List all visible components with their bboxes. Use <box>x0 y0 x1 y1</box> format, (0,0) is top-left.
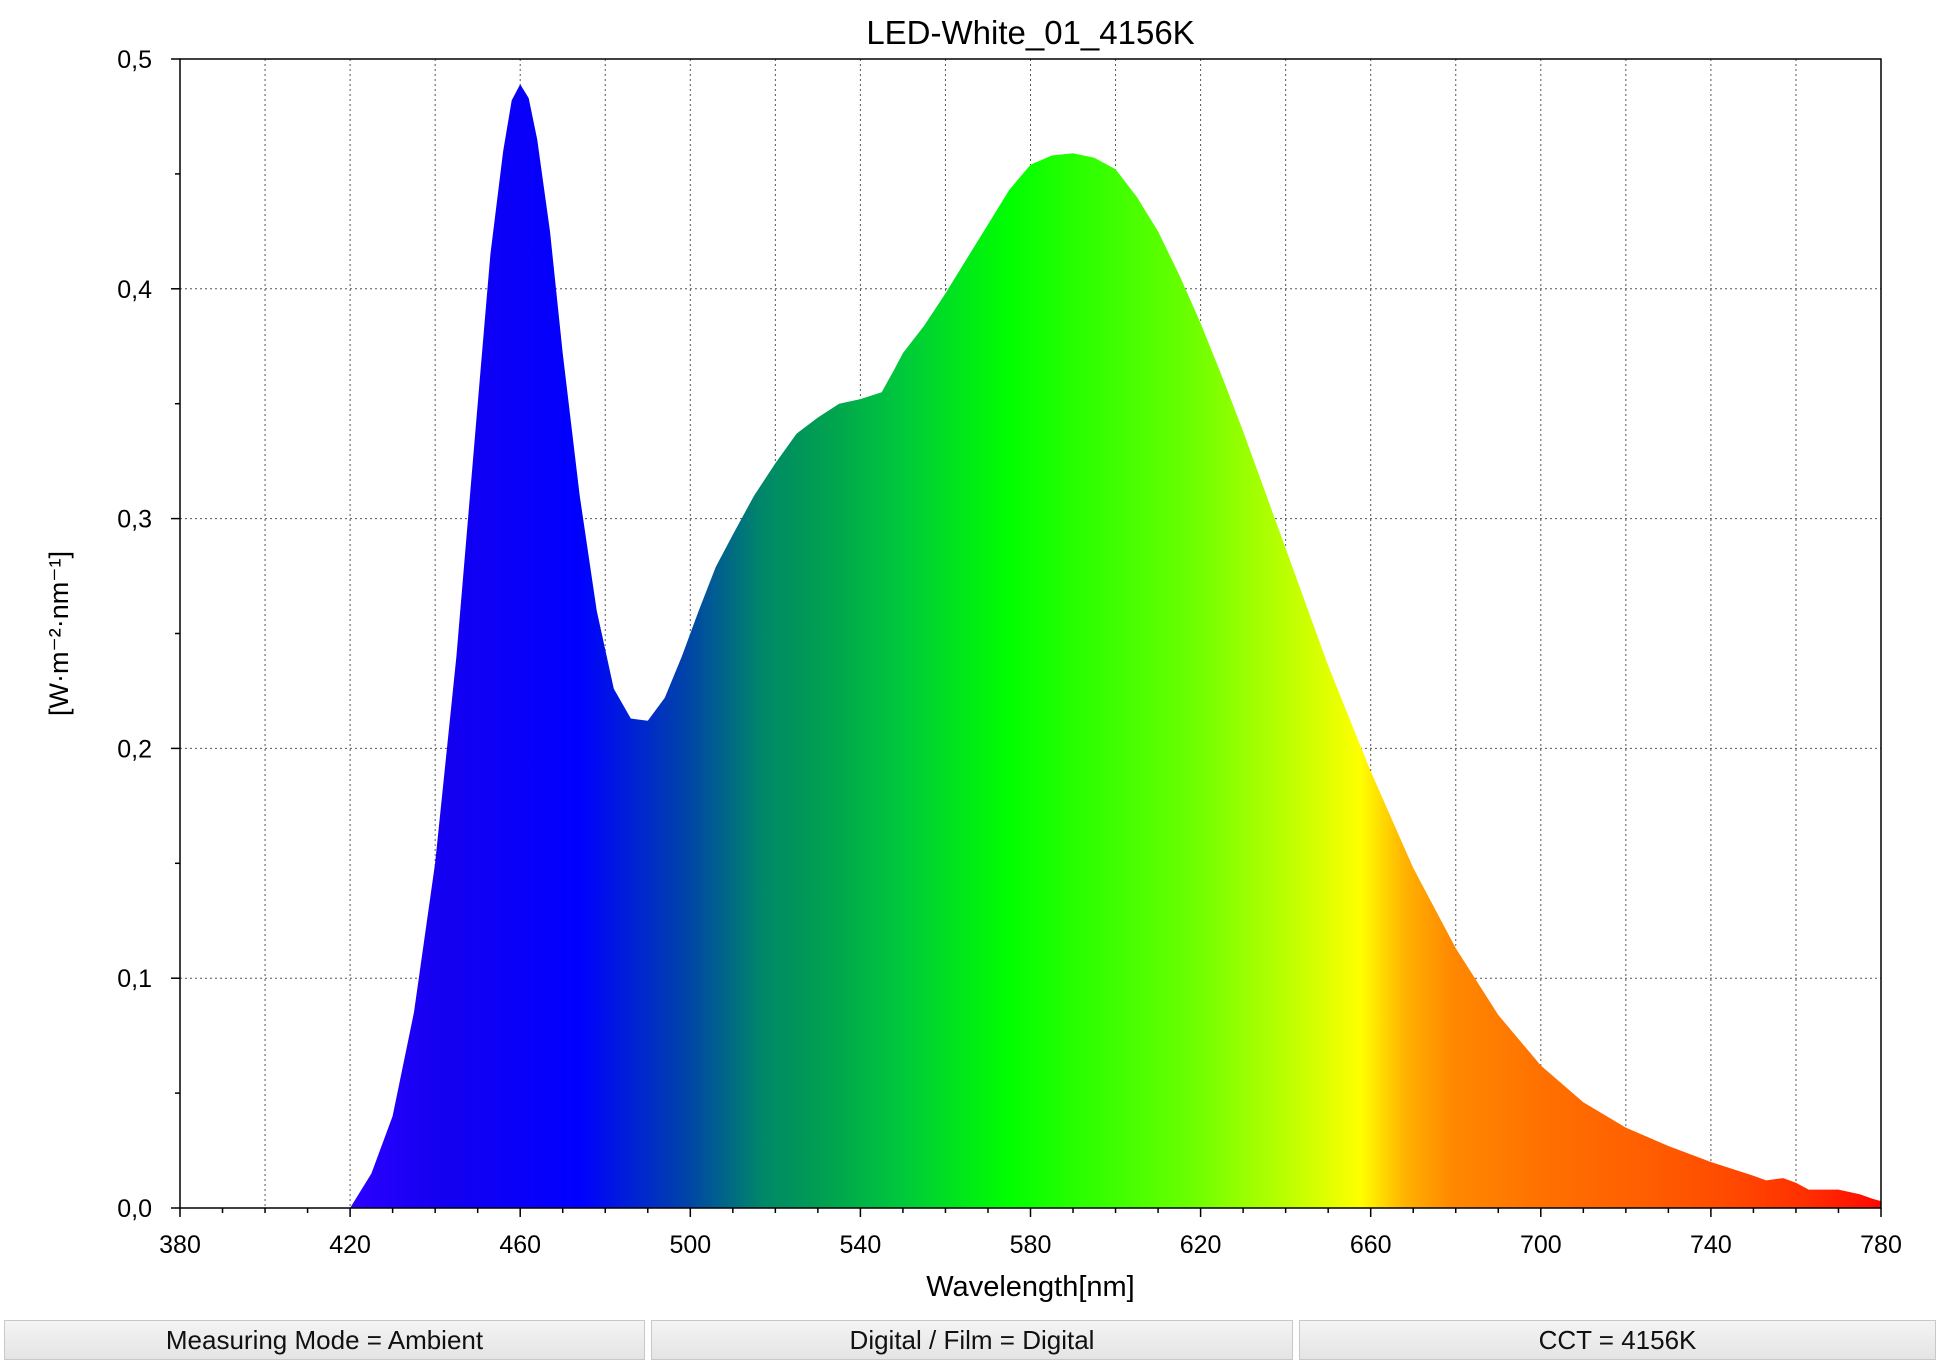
x-tick-label: 740 <box>1690 1231 1732 1259</box>
x-tick-label: 460 <box>499 1231 541 1259</box>
x-axis-ticks <box>179 1208 1882 1217</box>
x-tick-label: 620 <box>1180 1231 1222 1259</box>
y-tick-label: 0,5 <box>117 46 152 74</box>
x-tick-label: 420 <box>329 1231 371 1259</box>
y-tick-label: 0,3 <box>117 506 152 534</box>
x-tick-label: 380 <box>159 1231 201 1259</box>
x-tick-label: 780 <box>1860 1231 1902 1259</box>
y-tick-label: 0,0 <box>117 1195 152 1223</box>
x-tick-label: 580 <box>1010 1231 1052 1259</box>
x-tick-label: 500 <box>669 1231 711 1259</box>
spectrum-area <box>350 84 1882 1208</box>
y-axis-ticks <box>171 58 180 1209</box>
chart-title: LED-White_01_4156K <box>866 14 1194 51</box>
spectrum-chart-svg: LED-White_01_4156K 380 420 460 500 540 580 620 6… <box>44 14 1902 1303</box>
y-tick-label: 0,1 <box>117 965 152 993</box>
digital-film-field: Digital / Film = Digital <box>651 1320 1293 1360</box>
x-axis-label: Wavelength[nm] <box>926 1271 1134 1303</box>
y-axis-label: [W·m⁻²·nm⁻¹] <box>44 551 74 716</box>
y-tick-label: 0,2 <box>117 735 152 763</box>
y-tick-label: 0,4 <box>117 276 152 304</box>
x-tick-label: 660 <box>1350 1231 1392 1259</box>
x-tick-label: 540 <box>840 1231 882 1259</box>
x-tick-label: 700 <box>1520 1231 1562 1259</box>
cct-field: CCT = 4156K <box>1299 1320 1936 1360</box>
measuring-mode-field: Measuring Mode = Ambient <box>4 1320 645 1360</box>
status-bar: Measuring Mode = Ambient Digital / Film … <box>0 1317 1940 1366</box>
